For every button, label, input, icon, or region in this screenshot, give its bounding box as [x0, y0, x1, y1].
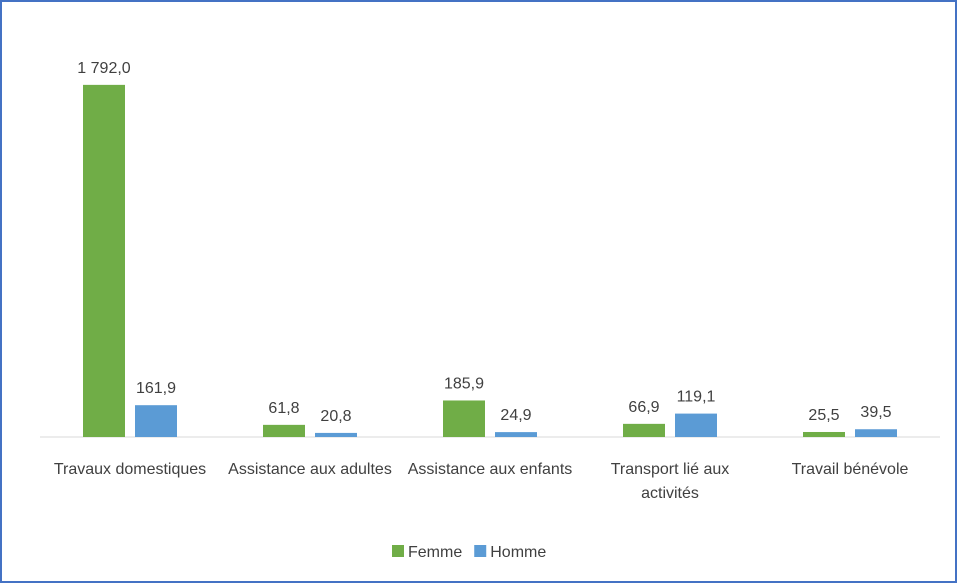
bar: [135, 405, 177, 437]
bar: [855, 429, 897, 437]
data-label: 1 792,0: [77, 60, 130, 77]
x-tick-label: Assistance aux enfants: [407, 461, 573, 478]
data-label: 20,8: [320, 408, 351, 425]
bar: [675, 413, 717, 437]
bar: [315, 432, 357, 437]
bar: [623, 423, 665, 437]
legend-label: Homme: [490, 544, 546, 561]
data-label: 66,9: [628, 399, 659, 416]
bar: [83, 84, 125, 437]
bar: [443, 400, 485, 437]
data-label: 24,9: [500, 407, 531, 424]
x-tick-label: Assistance aux adultes: [228, 461, 392, 478]
bar: [495, 432, 537, 437]
legend-swatch: [474, 545, 487, 557]
bar: [803, 431, 845, 437]
x-tick-label: Transport lié aux activités: [610, 461, 730, 502]
data-label: 25,5: [808, 407, 839, 424]
x-tick-label: Travail bénévole: [791, 461, 909, 478]
data-label: 39,5: [860, 404, 891, 421]
x-tick-label: Travaux domestiques: [53, 461, 207, 478]
data-label: 119,1: [677, 389, 716, 406]
bar: [263, 424, 305, 437]
legend-label: Femme: [408, 544, 462, 561]
legend-swatch: [392, 545, 404, 557]
data-label: 61,8: [268, 400, 299, 417]
data-label: 161,9: [136, 380, 176, 397]
data-label: 185,9: [444, 375, 484, 392]
